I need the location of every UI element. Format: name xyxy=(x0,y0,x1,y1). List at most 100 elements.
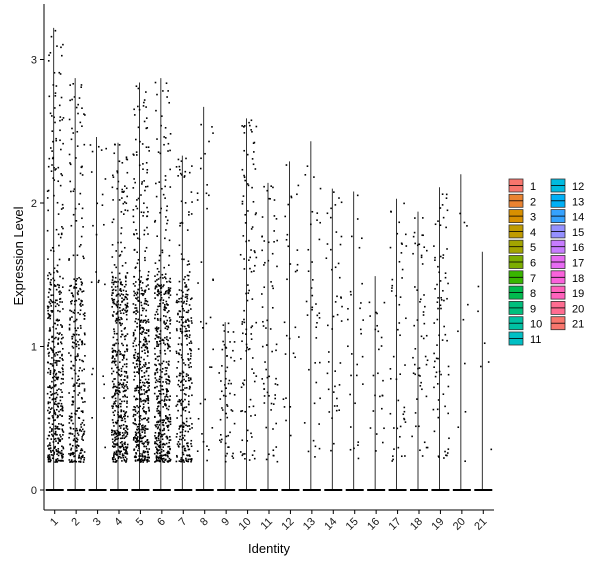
data-point xyxy=(126,443,129,446)
data-point xyxy=(199,167,202,170)
x-tick-label: 20 xyxy=(451,516,468,533)
data-point xyxy=(187,324,190,327)
data-point xyxy=(416,244,419,247)
data-point xyxy=(183,461,185,463)
data-point xyxy=(168,290,170,293)
data-point xyxy=(158,434,160,437)
data-point xyxy=(423,441,426,444)
data-point xyxy=(82,439,84,441)
data-point xyxy=(116,171,119,174)
data-point xyxy=(418,425,420,428)
data-point xyxy=(111,361,113,364)
data-point xyxy=(126,333,129,335)
data-point xyxy=(145,300,148,302)
data-point xyxy=(243,126,245,128)
data-point xyxy=(54,361,57,364)
data-point xyxy=(141,437,144,439)
data-point xyxy=(313,176,315,178)
data-point xyxy=(305,300,308,303)
data-point xyxy=(184,202,187,204)
data-point xyxy=(158,254,161,257)
data-point xyxy=(143,211,145,214)
data-point xyxy=(153,452,156,455)
data-point xyxy=(178,460,181,462)
data-point xyxy=(113,385,116,388)
data-point xyxy=(53,337,56,340)
data-point xyxy=(185,286,188,288)
data-point xyxy=(225,412,227,415)
data-point xyxy=(135,423,138,426)
data-point xyxy=(73,320,75,323)
x-tick-label: 9 xyxy=(219,516,232,529)
data-point xyxy=(146,395,149,397)
data-point xyxy=(126,318,128,321)
data-point xyxy=(156,345,158,347)
data-point xyxy=(115,304,118,307)
data-point xyxy=(303,422,306,424)
data-point xyxy=(439,304,442,307)
data-point xyxy=(270,409,272,411)
data-point xyxy=(81,207,84,210)
data-point xyxy=(189,357,192,360)
data-point xyxy=(167,90,169,92)
data-point xyxy=(58,440,61,442)
data-point xyxy=(417,367,419,370)
data-point xyxy=(157,328,159,330)
data-point xyxy=(163,400,166,402)
data-point xyxy=(184,449,187,452)
data-point xyxy=(118,425,121,427)
data-point xyxy=(101,193,104,196)
data-point xyxy=(77,416,80,419)
data-point xyxy=(189,298,192,301)
data-point xyxy=(160,456,162,459)
data-point xyxy=(276,460,279,463)
data-point xyxy=(282,398,285,400)
data-point xyxy=(56,360,58,362)
data-point xyxy=(119,402,121,405)
data-point xyxy=(134,406,137,409)
legend-item-8: 8 xyxy=(508,285,536,300)
data-point xyxy=(115,433,117,435)
data-point xyxy=(239,451,242,453)
data-point xyxy=(81,455,84,458)
data-point xyxy=(77,407,79,410)
data-point xyxy=(156,308,159,311)
data-point xyxy=(51,428,53,430)
data-point xyxy=(59,275,61,278)
data-point xyxy=(140,458,142,461)
data-point xyxy=(190,191,193,193)
data-point xyxy=(132,311,135,314)
legend-label: 20 xyxy=(572,303,584,315)
data-point xyxy=(56,458,59,460)
data-point xyxy=(168,413,171,416)
x-tick-label: 6 xyxy=(155,516,168,529)
data-point xyxy=(136,322,138,325)
data-point xyxy=(95,271,97,273)
data-point xyxy=(168,344,170,347)
data-point xyxy=(178,374,181,377)
data-point xyxy=(184,286,187,288)
data-point xyxy=(145,117,148,119)
data-point xyxy=(75,280,78,282)
data-point xyxy=(103,397,105,399)
data-point xyxy=(111,256,114,258)
data-point xyxy=(191,423,193,425)
data-point xyxy=(59,129,61,132)
data-point xyxy=(119,431,121,434)
data-point xyxy=(167,408,170,411)
data-point xyxy=(62,453,65,456)
data-point xyxy=(48,367,50,370)
data-point xyxy=(135,281,137,283)
data-point xyxy=(159,302,161,305)
data-point xyxy=(148,389,150,392)
data-point xyxy=(296,249,299,251)
data-point xyxy=(138,343,140,346)
data-point xyxy=(56,414,59,417)
legend-label: 11 xyxy=(530,334,541,346)
data-point xyxy=(140,194,142,196)
data-point xyxy=(126,376,129,379)
data-point xyxy=(200,157,202,160)
data-point xyxy=(318,423,320,425)
data-point xyxy=(178,316,181,318)
data-point xyxy=(48,448,50,450)
